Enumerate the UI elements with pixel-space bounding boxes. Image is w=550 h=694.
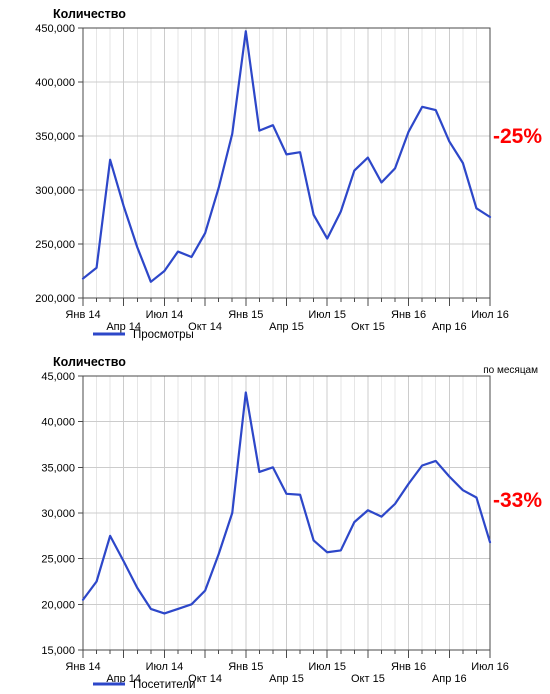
svg-text:Июл 15: Июл 15 (308, 661, 346, 673)
svg-text:15,000: 15,000 (41, 645, 75, 657)
svg-text:40,000: 40,000 (41, 417, 75, 429)
svg-text:Апр 15: Апр 15 (269, 673, 304, 685)
svg-text:Июл 14: Июл 14 (146, 661, 184, 673)
svg-text:250,000: 250,000 (35, 239, 75, 251)
chart-visitors-svg: 15,000 20,000 25,000 30,000 35,000 40,000 45,0… (0, 344, 550, 694)
svg-text:Янв 15: Янв 15 (228, 661, 263, 673)
chart-visitors: 15,000 20,000 25,000 30,000 35,000 40,000 45,0… (0, 344, 550, 694)
chart-views-annotation: -25% (493, 125, 542, 149)
chart-views: 200,000 250,000 300,000 350,000 400,000 450,0… (0, 0, 550, 344)
svg-text:Апр 16: Апр 16 (432, 673, 467, 685)
svg-text:Янв 15: Янв 15 (228, 309, 263, 321)
chart-visitors-annotation: -33% (493, 489, 542, 513)
svg-text:Июл 16: Июл 16 (471, 309, 509, 321)
svg-text:Окт 15: Окт 15 (351, 321, 385, 333)
svg-text:400,000: 400,000 (35, 77, 75, 89)
svg-text:35,000: 35,000 (41, 462, 75, 474)
svg-text:25,000: 25,000 (41, 554, 75, 566)
svg-text:Янв 14: Янв 14 (65, 661, 100, 673)
svg-text:Количество: Количество (53, 355, 126, 369)
svg-text:Просмотры: Просмотры (133, 329, 194, 341)
svg-text:Июл 16: Июл 16 (471, 661, 509, 673)
svg-text:Июл 15: Июл 15 (308, 309, 346, 321)
svg-text:Июл 14: Июл 14 (146, 309, 184, 321)
svg-text:Янв 16: Янв 16 (391, 309, 426, 321)
svg-text:30,000: 30,000 (41, 508, 75, 520)
svg-text:20,000: 20,000 (41, 599, 75, 611)
svg-text:300,000: 300,000 (35, 185, 75, 197)
svg-text:Янв 16: Янв 16 (391, 661, 426, 673)
svg-text:Апр 15: Апр 15 (269, 321, 304, 333)
svg-text:200,000: 200,000 (35, 293, 75, 305)
svg-text:Апр 16: Апр 16 (432, 321, 467, 333)
svg-text:Количество: Количество (53, 7, 126, 21)
svg-text:Окт 15: Окт 15 (351, 673, 385, 685)
svg-text:350,000: 350,000 (35, 131, 75, 143)
svg-text:Посетители: Посетители (133, 679, 195, 691)
svg-text:45,000: 45,000 (41, 371, 75, 383)
chart-views-svg: 200,000 250,000 300,000 350,000 400,000 450,0… (0, 0, 550, 344)
svg-text:по месяцам: по месяцам (483, 365, 538, 376)
svg-text:450,000: 450,000 (35, 23, 75, 35)
svg-text:Янв 14: Янв 14 (65, 309, 100, 321)
